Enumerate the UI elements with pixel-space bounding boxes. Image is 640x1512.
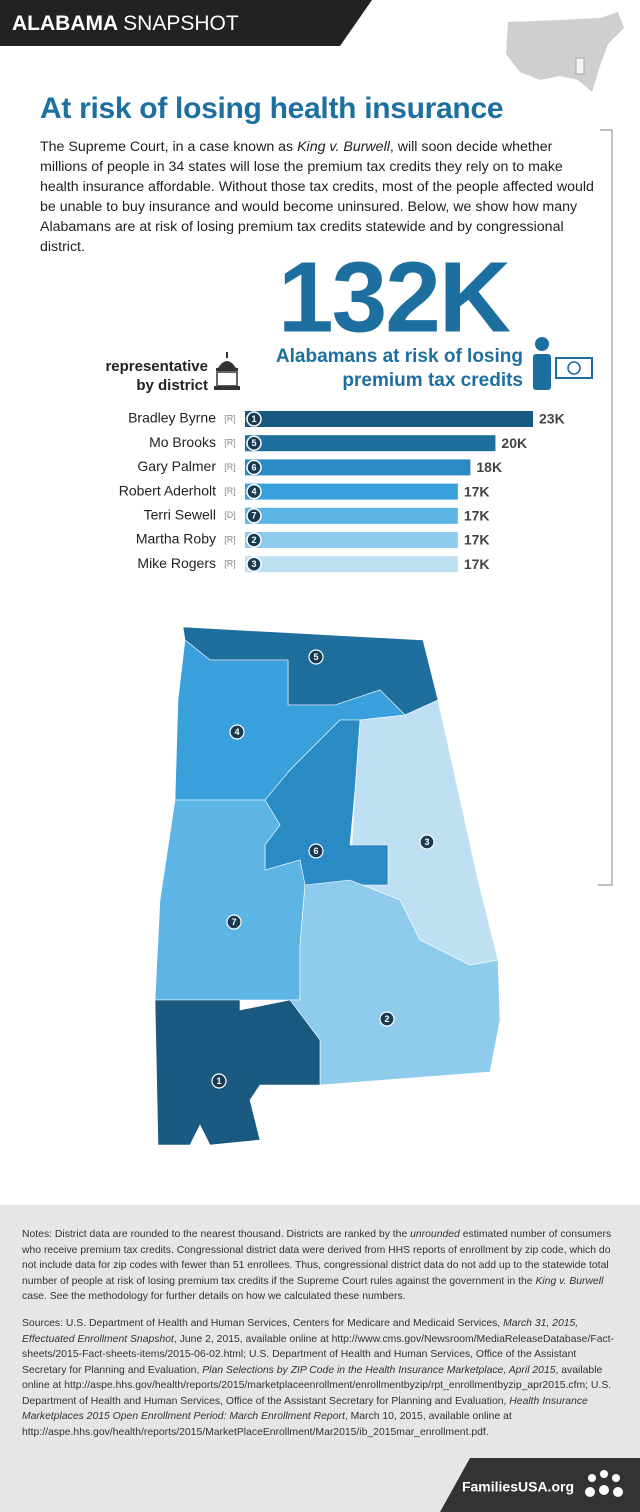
value-label: 18K <box>476 459 502 475</box>
title: At risk of losing health insurance <box>40 92 504 125</box>
district-number: 5 <box>251 438 256 448</box>
representative-name: Martha Roby <box>136 531 216 547</box>
district-number: 6 <box>251 462 256 472</box>
representative-name: Robert Aderholt <box>119 482 216 498</box>
header: ALABAMA SNAPSHOT <box>12 12 239 35</box>
headline-number: 132K <box>278 241 511 353</box>
district-number: 7 <box>251 511 256 521</box>
footer-link[interactable]: FamiliesUSA.org <box>462 1479 574 1495</box>
district-badge <box>246 532 262 548</box>
header-band <box>0 0 372 46</box>
representative-name: Mo Brooks <box>149 434 216 450</box>
bar <box>245 459 471 476</box>
notes: Notes: District data are rounded to the … <box>22 1227 622 1305</box>
party: [R] <box>224 462 236 472</box>
text: estimated number of consumers who receiv… <box>22 1229 612 1287</box>
map-badge <box>308 649 324 665</box>
district-number: 1 <box>251 414 256 424</box>
map-badge <box>379 1011 395 1027</box>
headline-line: premium tax credits <box>342 370 523 391</box>
map-badge <box>229 724 245 740</box>
italic-text: unrounded <box>410 1229 460 1240</box>
headline-line: Alabamans at risk of losing <box>276 346 523 367</box>
map-label: 6 <box>313 846 318 856</box>
party: [R] <box>224 534 236 544</box>
map-label: 4 <box>234 727 239 737</box>
bar <box>245 556 458 573</box>
value-label: 23K <box>539 411 565 427</box>
sources: Sources: U.S. Department of Health and H… <box>22 1316 622 1440</box>
italic-text: Health Insurance Marketplaces 2015 Open … <box>22 1395 588 1423</box>
text: Notes: District data are rounded to the … <box>22 1229 411 1240</box>
district-badge <box>246 508 262 524</box>
footer-band <box>440 1458 640 1512</box>
italic-text: King v. Burwell <box>535 1275 604 1287</box>
map-label: 2 <box>384 1014 389 1024</box>
party: [R] <box>224 438 236 448</box>
district-number: 4 <box>251 486 256 496</box>
bracket-line <box>598 129 613 886</box>
value-label: 17K <box>464 532 490 548</box>
text: Sources: U.S. Department of Health and H… <box>22 1318 504 1329</box>
capitol-icon <box>214 352 240 390</box>
party: [R] <box>224 413 236 423</box>
representative-name: Gary Palmer <box>137 458 216 474</box>
legend-heading: representative <box>105 358 208 375</box>
value-label: 20K <box>501 435 527 451</box>
text: , March 10, 2015, available online at ht… <box>22 1411 512 1438</box>
bar <box>245 411 533 427</box>
map-label: 5 <box>313 652 318 662</box>
district-map <box>154 626 501 1146</box>
map-label: 3 <box>424 837 429 847</box>
value-label: 17K <box>464 483 490 499</box>
value-label: 17K <box>464 508 490 524</box>
text: , will soon decide whether millions of p… <box>40 139 594 255</box>
text: , available online at http://aspe.hhs.go… <box>22 1364 612 1407</box>
header-state: ALABAMA <box>12 12 118 35</box>
district-number: 2 <box>251 535 256 545</box>
district-badge <box>246 483 262 500</box>
district-number: 3 <box>251 559 256 569</box>
party: [R] <box>224 486 236 496</box>
district-badge <box>246 411 262 427</box>
bar <box>245 435 496 452</box>
map-label: 7 <box>231 917 236 927</box>
header-label: SNAPSHOT <box>123 12 239 35</box>
party: [D] <box>224 510 236 520</box>
map-badge <box>419 834 435 850</box>
italic-text: Plan Selections by ZIP Code in the Healt… <box>202 1364 556 1376</box>
bar <box>245 507 458 524</box>
map-badge <box>308 843 324 859</box>
italic-text: King v. Burwell <box>297 139 390 155</box>
party: [R] <box>224 559 236 569</box>
map-badge <box>226 914 242 930</box>
bar <box>245 532 458 548</box>
intro: The Supreme Court, in a case known as Ki… <box>40 137 602 257</box>
text: , June 2, 2015, available online at http… <box>22 1333 615 1376</box>
district-badge <box>246 556 262 572</box>
representative-name: Terri Sewell <box>144 507 216 523</box>
text: The Supreme Court, in a case known as <box>40 139 298 155</box>
bar <box>245 483 458 500</box>
italic-text: March 31, 2015, Effectuated Enrollment S… <box>22 1318 579 1345</box>
representative-name: Bradley Byrne <box>128 410 216 426</box>
value-label: 17K <box>464 556 490 572</box>
district-badge <box>246 435 262 451</box>
legend-heading: by district <box>136 377 208 394</box>
logo <box>585 1470 623 1497</box>
representative-name: Mike Rogers <box>137 555 216 571</box>
map-label: 1 <box>216 1076 221 1086</box>
text: case. See the methodology for further de… <box>22 1291 406 1302</box>
person-icon <box>533 337 593 390</box>
district-badge <box>246 459 262 476</box>
map-badge <box>211 1073 227 1089</box>
us-map-icon <box>506 12 624 92</box>
